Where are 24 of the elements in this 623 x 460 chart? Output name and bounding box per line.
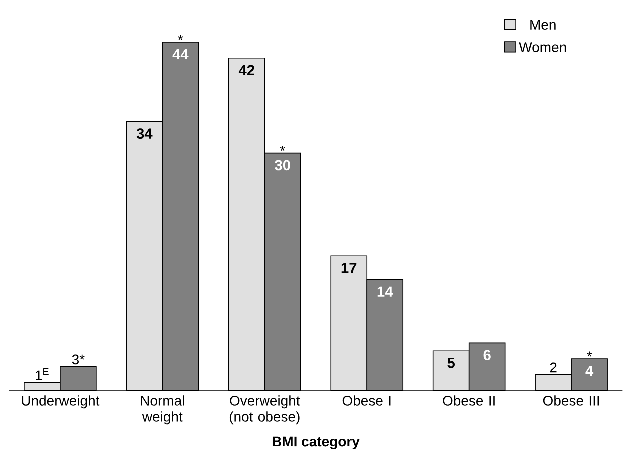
legend-label: Women xyxy=(519,42,566,52)
annotation: * xyxy=(587,352,592,357)
x-tick-label: Obese III xyxy=(543,396,600,406)
x-tick-label: Overweight (not obese) xyxy=(230,396,300,425)
data-label: 42 xyxy=(238,65,254,76)
legend-label: Men xyxy=(530,20,556,30)
x-tick-label: Normal weight xyxy=(141,396,184,425)
x-axis-title: BMI category xyxy=(272,436,360,450)
annotation: * xyxy=(178,35,184,40)
data-label: 44 xyxy=(172,49,189,60)
data-label: 34 xyxy=(136,128,153,139)
data-label: 30 xyxy=(275,160,290,171)
data-label: 4 xyxy=(586,366,594,376)
data-label: 14 xyxy=(378,286,394,297)
data-label: 6 xyxy=(484,350,491,361)
x-tick-label: Obese I xyxy=(342,396,391,406)
data-label: 5 xyxy=(448,358,455,368)
x-tick-label: Underweight xyxy=(22,396,100,409)
data-label: 2 xyxy=(550,362,557,373)
data-label: 17 xyxy=(342,263,357,274)
x-tick-label: Obese II xyxy=(443,396,495,406)
data-label: 3* xyxy=(72,354,85,365)
data-label: 1$^{E}$ xyxy=(36,368,49,380)
annotation: * xyxy=(280,146,286,151)
